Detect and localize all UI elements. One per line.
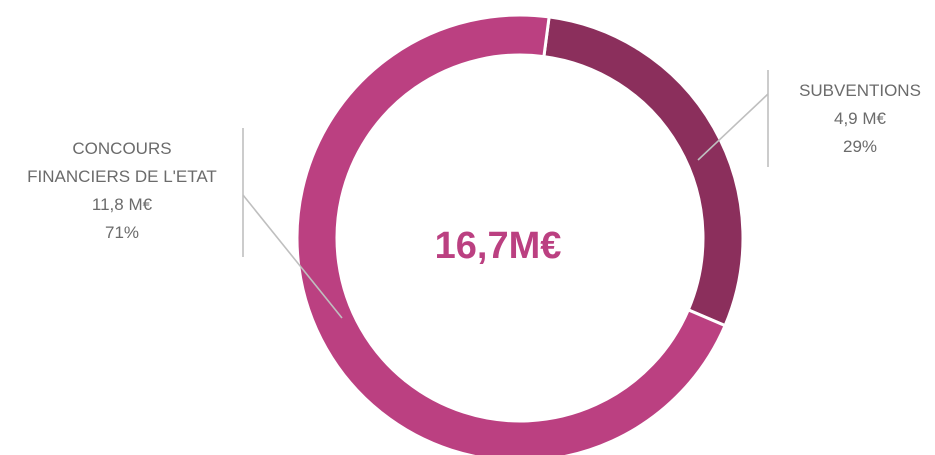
slice-label-concours-value: 11,8 M€ [92,195,153,214]
slice-label-subventions: SUBVENTIONS 4,9 M€ 29% [799,81,921,156]
slice-label-concours-name-line1: CONCOURS [72,139,171,158]
donut-slices [295,13,745,455]
slice-label-subventions-percent: 29% [843,137,877,156]
slice-concours [295,13,728,455]
leader-line-subventions-pointer [697,93,769,161]
leader-line-concours-pointer [242,194,343,319]
slice-label-concours-percent: 71% [105,223,139,242]
slice-label-concours-name-line2: FINANCIERS DE L'ETAT [27,167,217,186]
slice-label-subventions-name: SUBVENTIONS [799,81,921,100]
slice-subventions [542,15,745,328]
leader-lines [242,70,769,319]
slice-label-concours: CONCOURS FINANCIERS DE L'ETAT 11,8 M€ 71… [27,139,217,242]
donut-center-total: 16,7M€ [435,225,562,267]
slice-label-subventions-value: 4,9 M€ [834,109,887,128]
